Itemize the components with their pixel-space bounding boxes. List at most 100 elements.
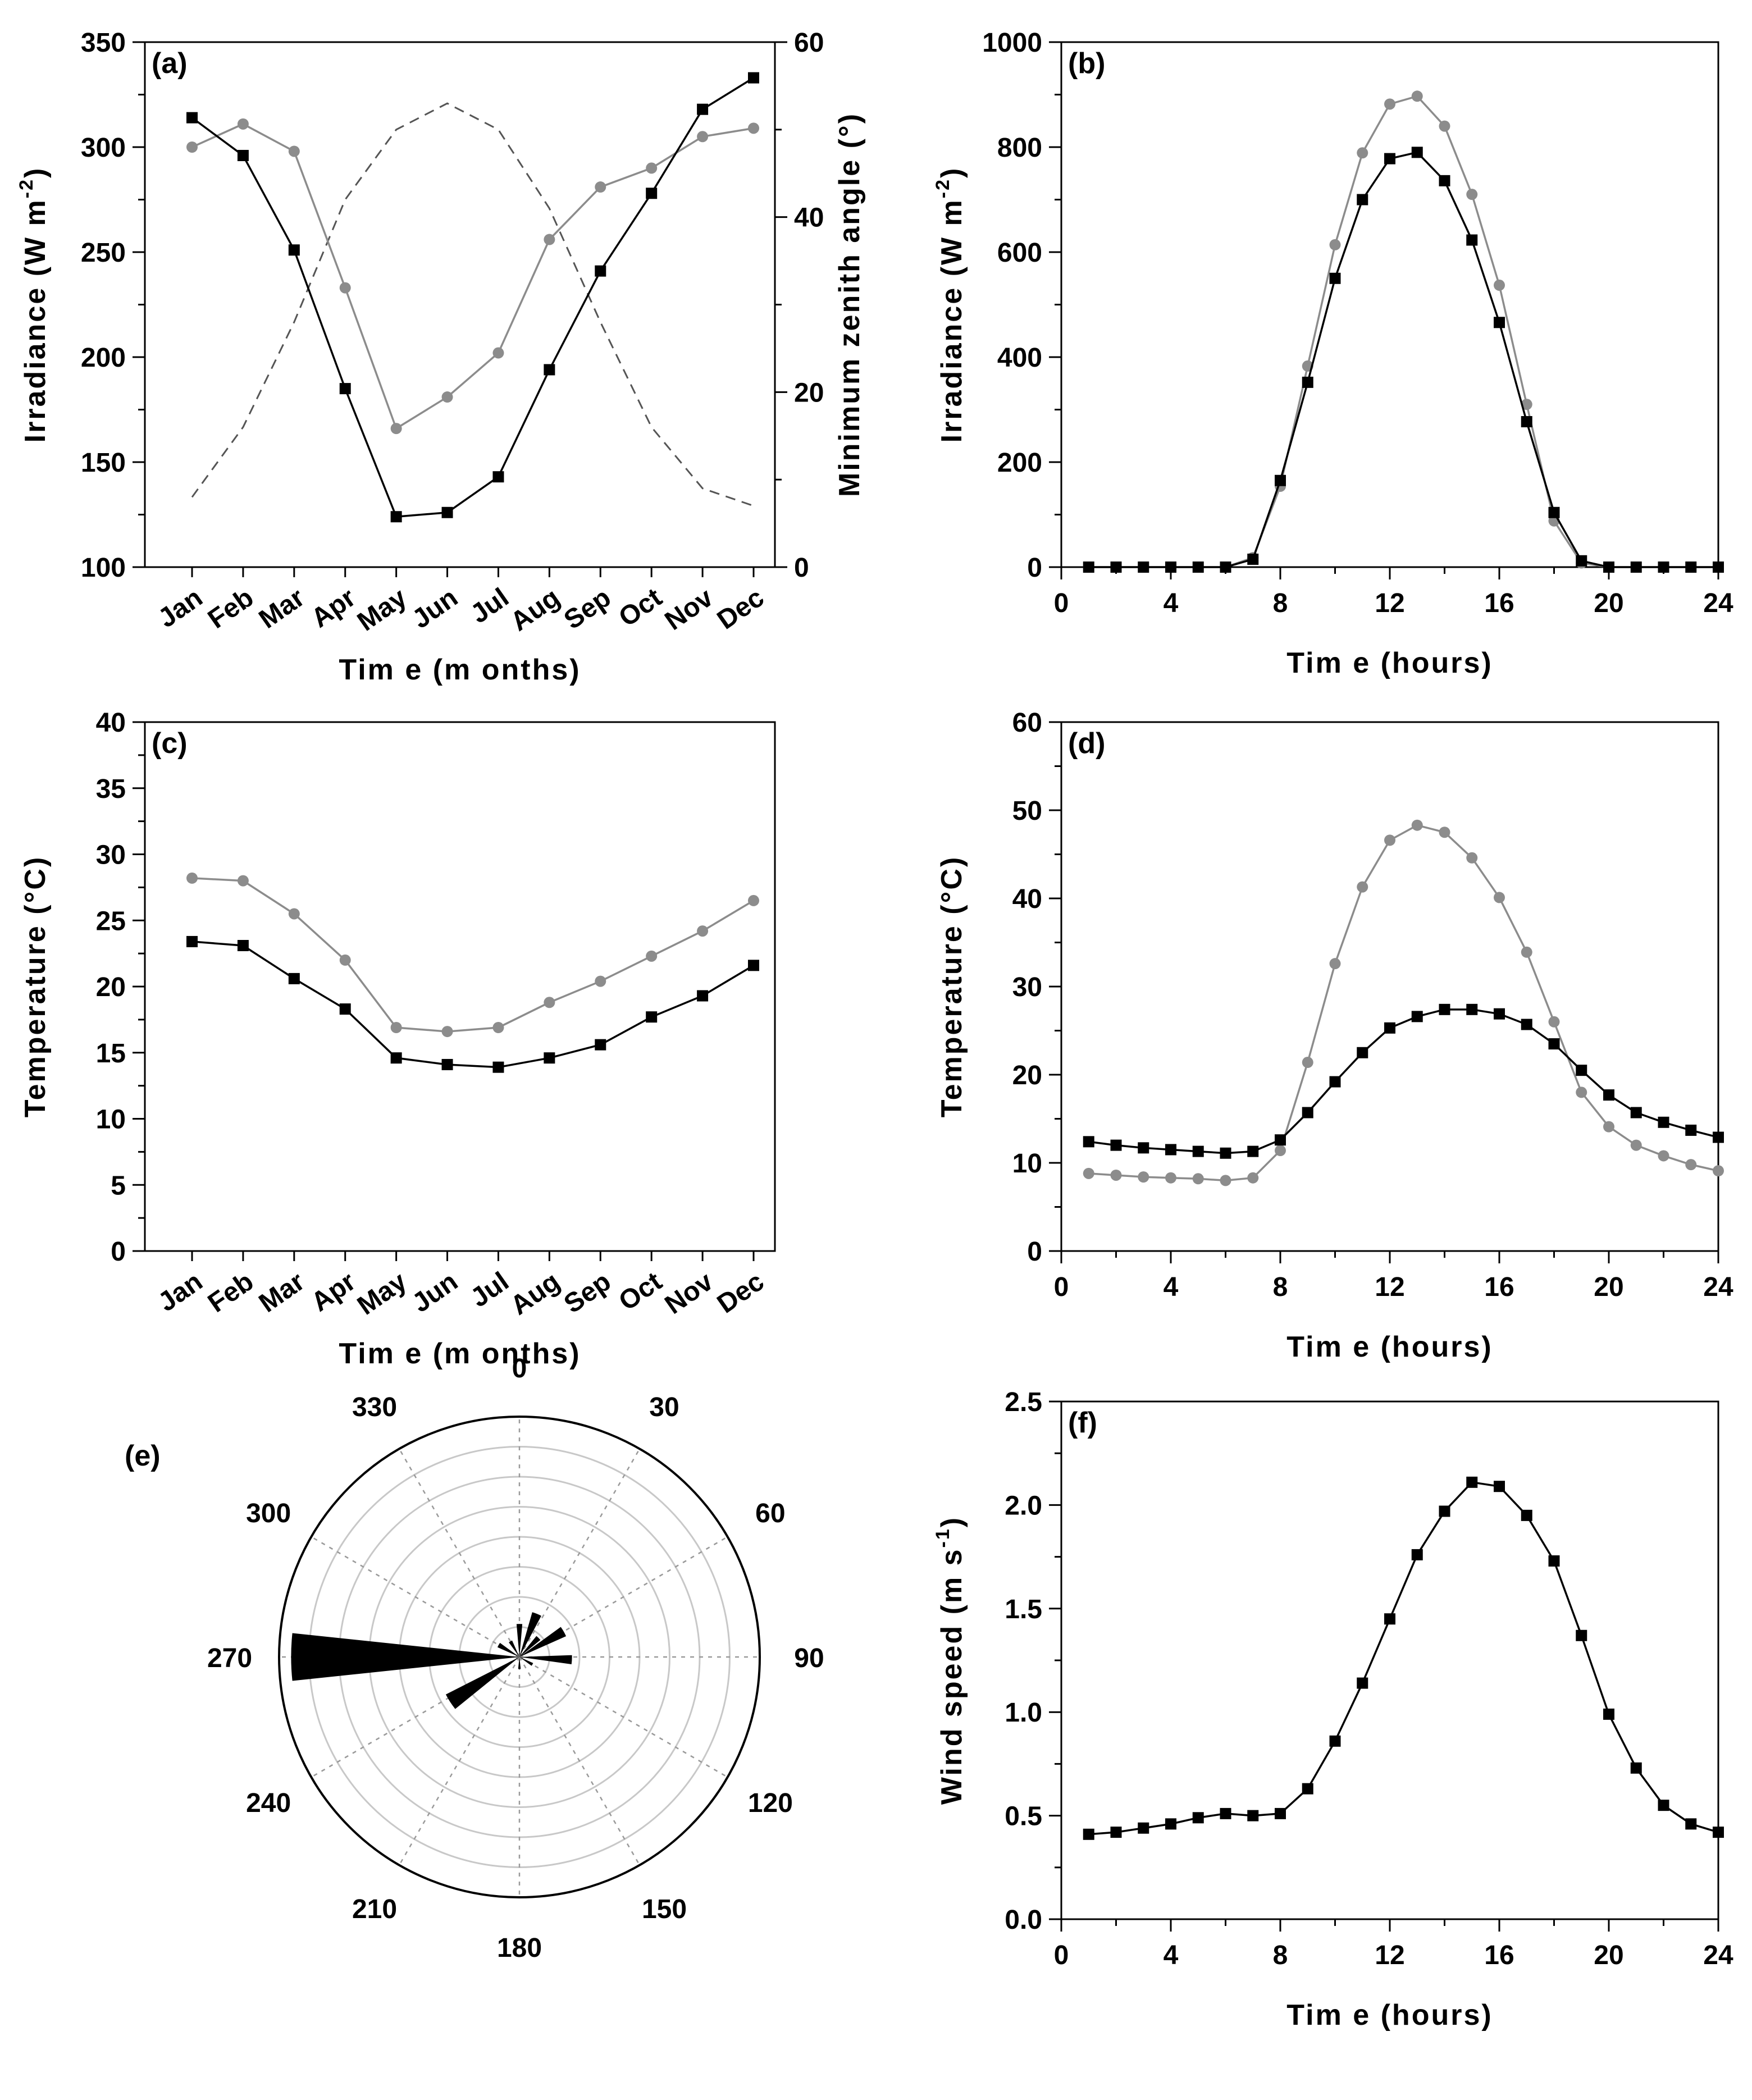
data-point-square [1685,1124,1697,1136]
x-tick-label: Jul [466,1267,514,1313]
plot-frame-c [144,721,776,1252]
y-tick-label: 1000 [982,28,1042,58]
data-point-square [1411,147,1423,158]
data-point-square [1165,1818,1176,1830]
y-axis-label-superscript: -2 [932,178,953,198]
data-point-circle [1275,1145,1286,1157]
data-point-circle [1439,827,1450,838]
series-line-black-squares [1088,1481,1719,1836]
y2-tick-label: 40 [794,203,824,233]
panel-label: (c) [152,727,188,760]
data-point-circle [595,975,606,987]
wind-rose-sector [518,1657,521,1669]
data-point-square [1384,153,1395,165]
x-axis-label: Tim e (hours) [1286,1999,1493,2031]
panel-label: (a) [152,47,188,80]
data-point-square [1685,1818,1697,1830]
data-point-square [1548,1555,1560,1567]
y-tick-label: 25 [96,906,126,936]
data-point-square [1275,474,1286,486]
data-point-circle [1713,1165,1724,1177]
x-tick-label: 24 [1703,1272,1733,1302]
x-tick-label: 24 [1703,1941,1733,1970]
data-point-circle [697,131,709,143]
data-point-circle [237,118,249,130]
x-tick-label: 4 [1164,1272,1179,1302]
data-point-square [339,1003,351,1015]
wind-rose-sector [516,1624,523,1657]
data-point-square [1247,1810,1259,1821]
data-point-circle [1411,90,1423,102]
series-line-black-squares [1088,151,1718,568]
y-tick-label: 30 [1012,973,1042,1002]
x-tick-label: 8 [1273,1272,1288,1302]
data-point-circle [1685,1159,1697,1171]
polar-angle-label: 0 [512,1354,527,1384]
data-point-square [1713,1827,1724,1838]
data-point-circle [748,122,759,134]
data-point-square [288,973,300,984]
data-point-square [595,1039,606,1051]
data-point-circle [1384,98,1395,110]
x-tick-label: 16 [1484,588,1514,618]
x-tick-label: 0 [1054,588,1069,618]
data-point-circle [1466,189,1478,200]
x-tick-label: Mar [254,1267,310,1318]
wind-rose-sector [519,1655,572,1665]
data-point-circle [186,872,198,884]
y-tick-label: 35 [96,774,126,804]
series-line-black-squares [1088,1008,1719,1154]
data-point-square [1466,234,1478,246]
data-point-square [1165,1144,1176,1156]
data-point-circle [1357,147,1368,159]
x-tick-label: 20 [1594,588,1623,618]
data-point-square [1138,1822,1149,1834]
data-point-circle [1411,819,1423,831]
data-point-square [1494,1008,1505,1020]
x-tick-label: 8 [1273,588,1288,618]
y2-axis-label: Minimum zenith angle (°) [833,112,866,497]
data-point-square [1384,1613,1395,1625]
data-point-circle [697,925,709,937]
x-tick-label: Feb [203,1267,259,1318]
polar-spoke [518,1656,641,1866]
data-point-square [748,72,759,84]
panel-label: (d) [1068,727,1105,760]
data-point-circle [339,954,351,966]
y-tick-label: 400 [997,343,1042,373]
y-axis-label-main: Temperature (°C) [19,856,52,1118]
polar-angle-label: 240 [246,1788,291,1818]
data-point-square [1576,1629,1587,1641]
data-point-circle [1466,852,1478,864]
data-point-square [1685,561,1697,573]
y-tick-label: 15 [96,1039,126,1069]
panel-d: 0 10 20 30 40 50 60 0 4 8 12 16 20 24 (d) Tim e (hours)… [936,708,1733,1363]
series-line-black-squares [191,941,754,1069]
data-point-square [697,103,709,115]
data-point-square [1220,1147,1231,1159]
data-point-square [1576,555,1587,567]
data-point-circle [390,1022,402,1034]
wind-rose-sector [291,1633,519,1681]
data-point-square [1138,1142,1149,1154]
data-point-circle [288,145,300,157]
y-tick-label: 100 [81,553,126,583]
polar-spoke [398,1656,521,1866]
data-point-square [492,1061,504,1073]
data-point-square [1658,561,1669,573]
y-axis-label-superscript: -2 [16,178,37,198]
x-tick-label: Sep [559,1267,617,1320]
polar-spoke [398,1448,521,1658]
x-tick-label: 12 [1375,1272,1404,1302]
data-point-square [1411,1011,1423,1022]
data-point-square [646,1011,658,1023]
polar-angle-label: 90 [794,1644,824,1673]
plot-frame-d [1060,721,1719,1252]
polar-outer-circle [278,1416,761,1898]
y-tick-label: 350 [81,28,126,58]
data-point-square [1576,1065,1587,1076]
y-tick-label: 50 [1012,796,1042,826]
data-point-square [1083,1828,1094,1840]
y-axis-label-main: Irradiance (W m [936,198,968,442]
data-point-square [748,960,759,971]
